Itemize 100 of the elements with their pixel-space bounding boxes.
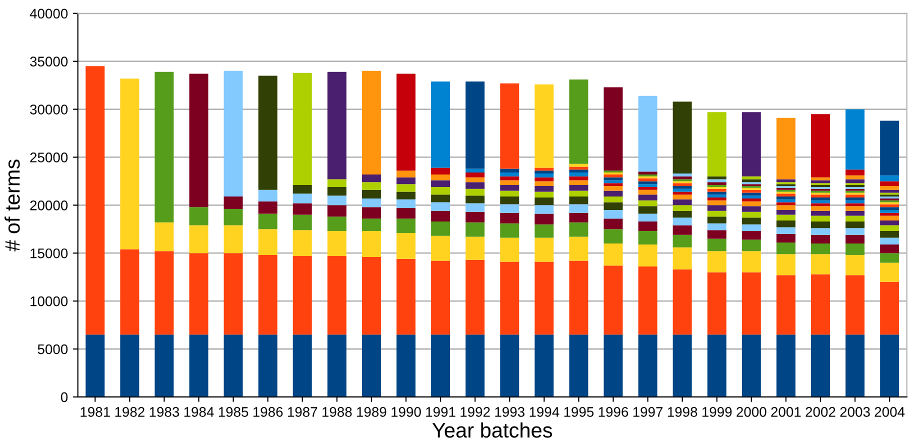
bar [534, 181, 554, 186]
bar [880, 282, 900, 335]
bar [880, 238, 900, 244]
bar [292, 203, 312, 215]
bar [604, 87, 623, 171]
bar [604, 334, 623, 397]
bar [431, 186, 450, 195]
bar [742, 334, 761, 397]
bar [776, 227, 796, 234]
bar [362, 174, 381, 182]
bar [846, 255, 865, 276]
bar [707, 230, 726, 239]
bar [189, 225, 208, 254]
y-tick-label: 20000 [30, 200, 68, 210]
bar [466, 182, 485, 189]
bar [672, 174, 692, 176]
x-tick-label: 1984 [184, 407, 214, 417]
bar [396, 177, 416, 184]
bar [880, 186, 900, 190]
bar [154, 222, 174, 252]
bar [396, 74, 416, 171]
bar [776, 194, 796, 197]
bar [776, 334, 796, 397]
bar [810, 334, 830, 397]
bar [672, 176, 692, 180]
bar [431, 180, 450, 187]
bar [396, 184, 416, 192]
bar [431, 334, 450, 397]
bar [846, 221, 865, 228]
bar [846, 216, 865, 222]
bar [569, 236, 588, 261]
bar [742, 206, 761, 212]
bar [120, 334, 140, 397]
x-tick-label: 2002 [806, 407, 836, 417]
bar [534, 170, 554, 174]
bar [880, 216, 900, 220]
y-tick-label: 35000 [30, 56, 68, 66]
x-tick-label: 1988 [322, 407, 352, 417]
bar [742, 231, 761, 240]
bar [672, 199, 692, 206]
bar [466, 222, 485, 237]
bar [672, 194, 692, 200]
bar [638, 206, 658, 214]
bar [327, 179, 346, 187]
bar [707, 182, 726, 186]
bar [466, 196, 485, 204]
bar [396, 232, 416, 259]
bar [569, 172, 588, 176]
bar [846, 197, 865, 200]
bar [534, 214, 554, 224]
bar [362, 70, 381, 174]
bar [707, 216, 726, 224]
bar [534, 238, 554, 262]
bar [742, 198, 761, 202]
bar [846, 194, 865, 198]
bar [672, 102, 692, 174]
bar [880, 253, 900, 263]
bar [154, 72, 174, 222]
bar [396, 208, 416, 219]
bar [534, 334, 554, 397]
bar [396, 192, 416, 200]
bar [846, 170, 865, 176]
bar [431, 174, 450, 180]
bar [846, 228, 865, 235]
bar [86, 66, 105, 335]
bar [707, 210, 726, 217]
bar [258, 201, 278, 214]
bar [224, 225, 243, 254]
bar [362, 218, 381, 232]
x-tick-label: 1996 [598, 407, 628, 417]
bar [362, 231, 381, 257]
bar [431, 260, 450, 335]
bar [120, 78, 140, 250]
x-tick-label: 1981 [80, 407, 110, 417]
bar [672, 247, 692, 270]
bar [500, 168, 520, 173]
bar [672, 334, 692, 397]
y-axis-title: # of terms [4, 160, 20, 252]
bar [742, 196, 761, 198]
bar [396, 334, 416, 397]
bar [327, 256, 346, 335]
bar [500, 262, 520, 335]
bar [672, 205, 692, 211]
x-tick-label: 1997 [633, 407, 663, 417]
y-tick-label: 30000 [30, 104, 68, 114]
bar [189, 207, 208, 226]
bar [258, 229, 278, 256]
bar [638, 200, 658, 206]
bar [292, 214, 312, 230]
bar [846, 175, 865, 180]
bar [810, 180, 830, 184]
bar [327, 72, 346, 180]
bar [500, 185, 520, 191]
bar [500, 180, 520, 186]
bar [638, 244, 658, 267]
bar [638, 96, 658, 172]
x-tick-label: 1993 [495, 407, 524, 417]
bar [534, 174, 554, 178]
bar [672, 234, 692, 248]
bar [880, 204, 900, 208]
